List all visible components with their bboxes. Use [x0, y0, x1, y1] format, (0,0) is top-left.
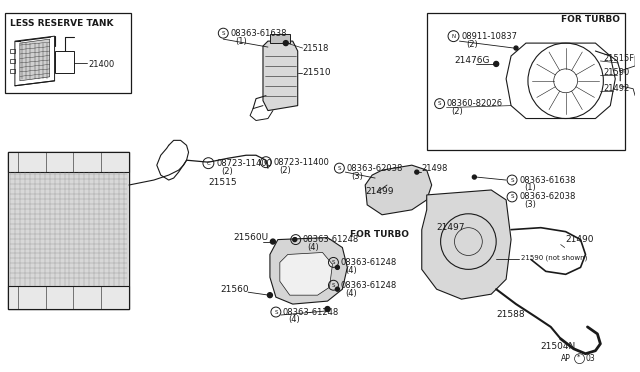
Text: 21476G: 21476G: [454, 57, 490, 65]
Text: (3): (3): [351, 171, 363, 180]
Text: 21497: 21497: [436, 223, 465, 232]
Text: 03: 03: [586, 354, 595, 363]
Polygon shape: [422, 190, 511, 299]
Text: 08363-62038: 08363-62038: [519, 192, 575, 201]
Text: 21588: 21588: [496, 310, 525, 318]
Text: S: S: [332, 283, 335, 288]
Text: S: S: [221, 31, 225, 36]
Text: 21590: 21590: [604, 68, 630, 77]
Text: (4): (4): [346, 289, 357, 298]
Text: 08363-61248: 08363-61248: [340, 258, 397, 267]
Text: (1): (1): [235, 36, 247, 46]
Text: S: S: [294, 237, 298, 242]
Polygon shape: [20, 39, 50, 81]
Text: 21510: 21510: [303, 68, 332, 77]
Bar: [8, 286, 129, 309]
Polygon shape: [263, 41, 298, 110]
Text: 08363-61248: 08363-61248: [283, 308, 339, 317]
Text: C: C: [264, 160, 268, 165]
Circle shape: [472, 175, 476, 179]
Text: 21590 (not shown): 21590 (not shown): [521, 254, 588, 261]
Text: (1): (1): [524, 183, 536, 192]
Text: LESS RESERVE TANK: LESS RESERVE TANK: [10, 19, 113, 28]
Circle shape: [493, 61, 499, 67]
Text: S: S: [338, 166, 341, 171]
Text: FOR TURBO: FOR TURBO: [561, 15, 620, 24]
Text: (2): (2): [279, 166, 291, 174]
Bar: [5, 13, 131, 93]
Text: 08723-11400: 08723-11400: [216, 159, 272, 168]
Text: (4): (4): [308, 243, 319, 252]
Circle shape: [514, 46, 518, 50]
Bar: [8, 172, 129, 286]
Text: 08363-61638: 08363-61638: [230, 29, 287, 38]
Text: FOR TURBO: FOR TURBO: [350, 230, 410, 239]
Text: 08363-61248: 08363-61248: [303, 235, 359, 244]
Bar: [10, 49, 15, 53]
Circle shape: [271, 239, 275, 244]
Text: (2): (2): [221, 167, 233, 176]
Text: (3): (3): [524, 201, 536, 209]
Text: 08723-11400: 08723-11400: [274, 158, 330, 167]
Text: (4): (4): [288, 315, 300, 324]
Circle shape: [374, 176, 380, 180]
Text: 21400: 21400: [88, 60, 115, 70]
Text: 08911-10837: 08911-10837: [461, 32, 518, 41]
Text: 21490: 21490: [566, 235, 594, 244]
Text: (2): (2): [452, 107, 463, 116]
Polygon shape: [270, 238, 348, 304]
Bar: [8, 152, 129, 172]
Bar: [10, 69, 15, 73]
Circle shape: [284, 41, 288, 46]
Text: S: S: [274, 310, 278, 315]
Text: 08363-61638: 08363-61638: [519, 176, 575, 185]
Text: 21518: 21518: [303, 44, 329, 52]
Text: 21515F: 21515F: [604, 54, 634, 64]
Text: 08360-82026: 08360-82026: [447, 99, 502, 108]
Text: S: S: [438, 101, 442, 106]
Polygon shape: [365, 165, 431, 215]
Circle shape: [335, 287, 339, 291]
Text: AP: AP: [561, 354, 571, 363]
Bar: [10, 59, 15, 63]
Text: S: S: [332, 260, 335, 265]
Text: 21560U: 21560U: [233, 233, 268, 242]
Text: S: S: [510, 177, 514, 183]
Circle shape: [415, 170, 419, 174]
Text: C: C: [207, 161, 211, 166]
Circle shape: [292, 238, 297, 241]
Text: *: *: [577, 354, 580, 360]
Text: (2): (2): [467, 39, 478, 49]
Text: 21504N: 21504N: [541, 342, 576, 351]
Text: N: N: [451, 33, 456, 39]
Text: 21498: 21498: [422, 164, 448, 173]
Text: 21560: 21560: [220, 285, 249, 294]
Text: 21492: 21492: [604, 84, 630, 93]
Bar: [427, 13, 625, 150]
Text: (4): (4): [346, 266, 357, 275]
Circle shape: [335, 265, 339, 269]
Text: 08363-61248: 08363-61248: [340, 281, 397, 290]
Text: S: S: [510, 195, 514, 199]
Circle shape: [268, 293, 273, 298]
Polygon shape: [280, 253, 332, 295]
Text: 21515: 21515: [209, 177, 237, 186]
Bar: [270, 34, 290, 43]
Text: 08363-62038: 08363-62038: [346, 164, 403, 173]
Text: 21499: 21499: [365, 187, 394, 196]
Circle shape: [325, 307, 330, 311]
